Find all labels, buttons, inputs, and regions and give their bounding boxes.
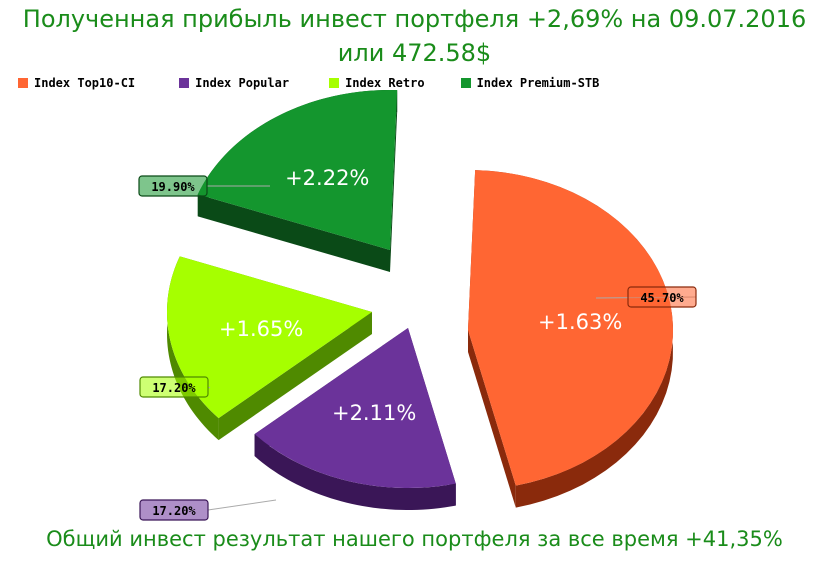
chart-title-line-2: или 472.58$ [337, 39, 492, 67]
share-label-box-index-top10-ci [627, 286, 697, 308]
legend-item-retro: Index Retro [329, 76, 425, 90]
legend-item-popular: Index Popular [179, 76, 289, 90]
legend-swatch-retro [329, 78, 340, 88]
legend-label-popular: Index Popular [195, 76, 290, 90]
pie-slice-index-premium-stb [197, 90, 398, 251]
pie-slice-index-top10-ci [468, 170, 674, 486]
pie-slice-wall-end-index-top10-ci [468, 330, 516, 508]
pie-slice-wall-end-index-premium-stb [390, 90, 398, 272]
legend-label-premium-stb: Index Premium-STB [476, 76, 600, 90]
legend-item-top10-ci: Index Top10-CI [18, 76, 135, 90]
pie-slice-group-index-retro: +1.65% [167, 256, 372, 441]
share-label-box-index-premium-stb [138, 175, 208, 197]
chart-title-line-1: Полученная прибыль инвест портфеля +2,69… [22, 5, 807, 33]
pie-slice-side-index-popular [254, 434, 456, 510]
slice-profit-label-index-premium-stb: +2.22% [285, 166, 369, 190]
legend-item-premium-stb: Index Premium-STB [460, 76, 600, 90]
chart-legend: Index Top10-CI Index Popular Index Retro… [18, 76, 599, 90]
slice-profit-label-index-retro: +1.65% [219, 317, 303, 341]
slice-profit-label-index-popular: +2.11% [332, 401, 416, 425]
pie-slice-side-index-retro [167, 256, 219, 441]
share-label-index-retro: 17.20% [152, 381, 196, 395]
pie-slice-wall-start-index-premium-stb [197, 194, 390, 272]
chart-footer-note: Общий инвест результат нашего портфеля з… [46, 527, 783, 551]
share-label-box-index-popular [139, 499, 209, 521]
pie-slice-wall-start-index-retro [218, 312, 372, 441]
legend-swatch-premium-stb [460, 78, 471, 88]
share-label-index-premium-stb: 19.90% [151, 180, 195, 194]
pie-slice-group-index-popular: +2.11% [254, 328, 456, 510]
legend-label-retro: Index Retro [345, 76, 425, 90]
share-label-index-popular: 17.20% [152, 504, 196, 518]
legend-label-top10-ci: Index Top10-CI [34, 76, 136, 90]
legend-swatch-popular [179, 78, 190, 88]
pie-slice-index-retro [167, 256, 372, 419]
share-label-index-top10-ci: 45.70% [640, 291, 684, 305]
leader-line-index-popular [207, 499, 277, 511]
pie-slice-group-index-top10-ci: +1.63% [468, 170, 674, 508]
slice-profit-label-index-top10-ci: +1.63% [538, 310, 622, 334]
pie-slice-index-popular [254, 328, 456, 488]
share-label-box-index-retro [139, 376, 209, 398]
legend-swatch-top10-ci [18, 78, 28, 88]
pie-slice-group-index-premium-stb: +2.22% [197, 90, 398, 272]
